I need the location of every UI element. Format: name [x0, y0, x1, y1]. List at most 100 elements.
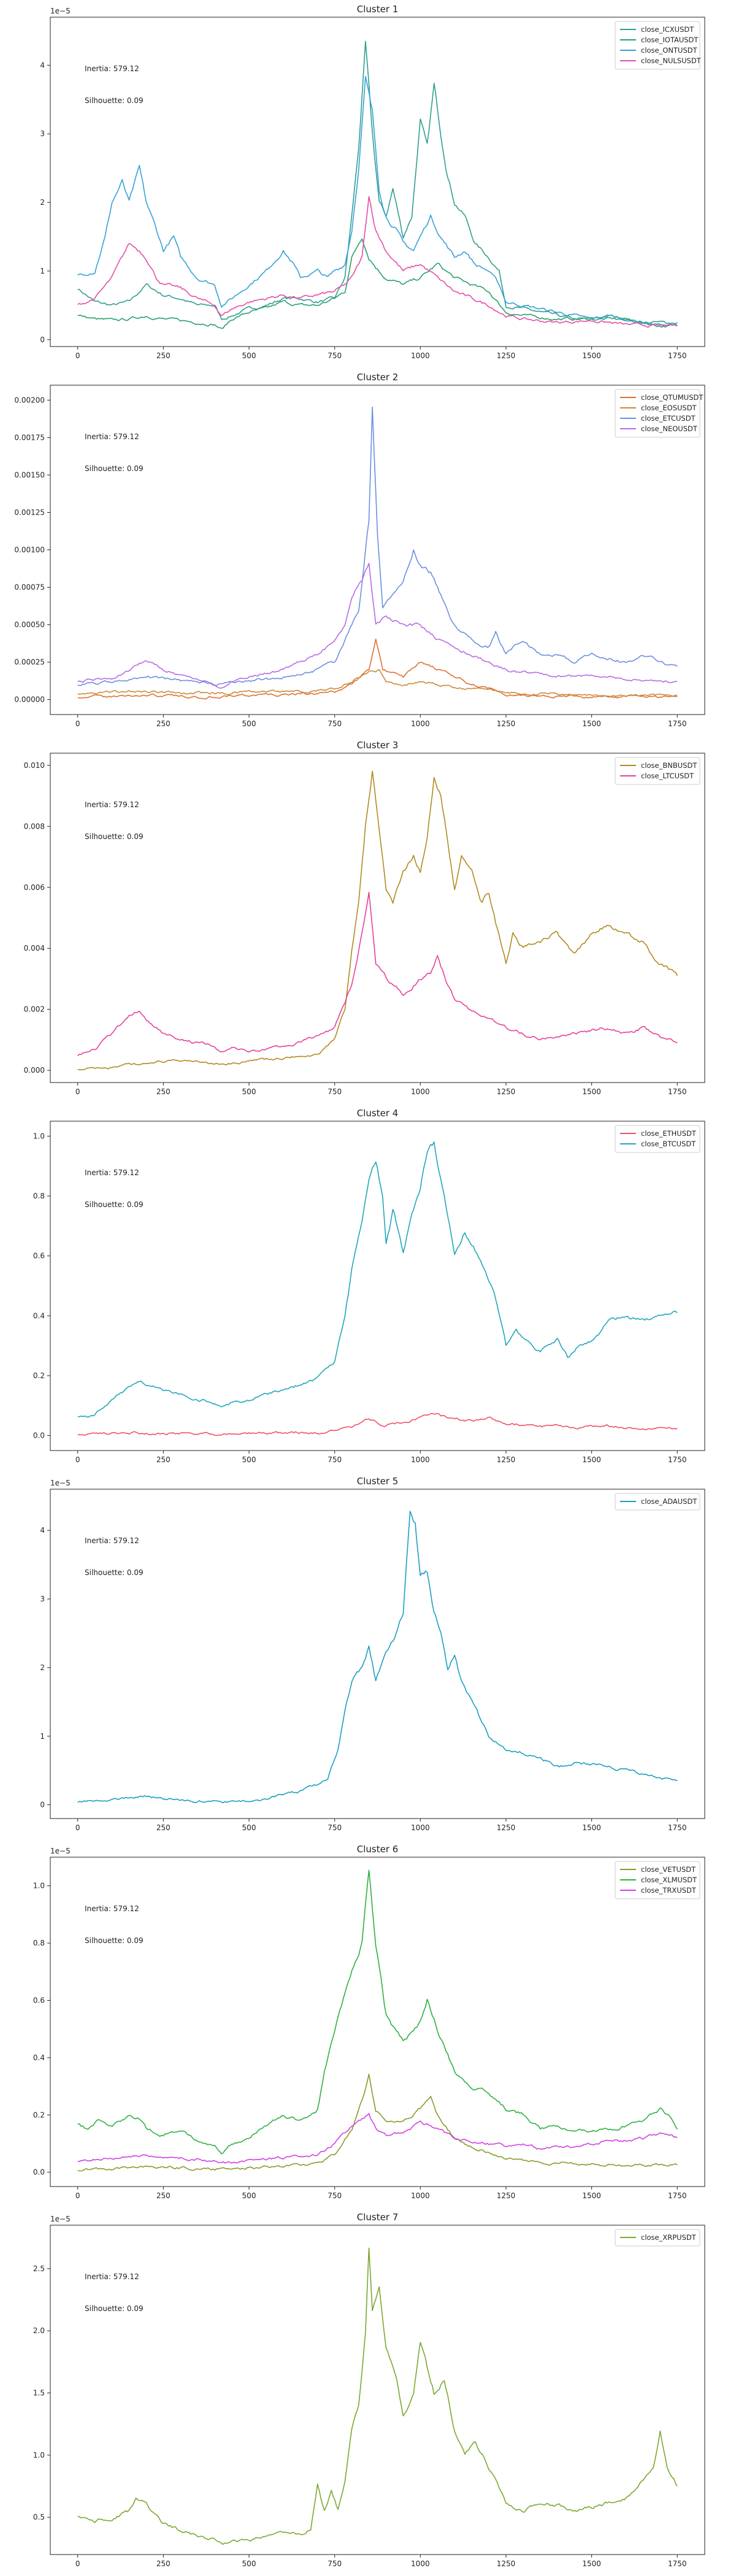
y-tick-label: 0.4 — [33, 1311, 45, 1320]
y-tick-label: 0 — [40, 1801, 45, 1809]
silhouette-annotation: Silhouette: 0.09 — [85, 1936, 144, 1945]
legend: close_XRPUSDT — [615, 2229, 700, 2247]
x-tick-label: 750 — [328, 1455, 342, 1464]
legend-label: close_XLMUSDT — [641, 1876, 697, 1884]
silhouette-annotation: Silhouette: 0.09 — [85, 1568, 144, 1577]
y-tick-label: 2.5 — [33, 2264, 45, 2273]
y-tick-label: 0.004 — [24, 944, 45, 953]
plot-frame — [50, 2225, 705, 2555]
x-tick-label: 1750 — [668, 1087, 687, 1096]
plot-frame — [50, 17, 705, 347]
series-line-close_NEOUSDT — [77, 562, 678, 689]
y-tick-label: 4 — [40, 61, 45, 69]
y-scale-label: 1e−5 — [50, 1479, 71, 1487]
y-tick-label: 0.002 — [24, 1005, 45, 1014]
legend: close_ADAUSDT — [615, 1493, 700, 1511]
y-tick-label: 0.2 — [33, 2110, 45, 2119]
legend: close_VETUSDT close_XLMUSDT close_TRXUSDT — [615, 1861, 700, 1899]
x-tick-label: 1000 — [411, 2559, 430, 2568]
x-tick-label: 1750 — [668, 2559, 687, 2568]
legend-label: close_ETCUSDT — [641, 414, 696, 423]
y-tick-label: 0.00025 — [14, 658, 45, 667]
y-tick-label: 3 — [40, 1595, 45, 1603]
legend-label: close_IOTAUSDT — [641, 36, 699, 44]
x-tick-label: 250 — [156, 2559, 171, 2568]
x-tick-label: 1000 — [411, 1087, 430, 1096]
series-group — [77, 406, 678, 700]
y-tick-label: 0.000 — [24, 1066, 45, 1075]
series-line-close_ETCUSDT — [77, 406, 678, 686]
x-tick-label: 750 — [328, 1823, 342, 1832]
silhouette-annotation: Silhouette: 0.09 — [85, 96, 144, 105]
y-tick-label: 0.00100 — [14, 546, 45, 554]
y-scale-label: 1e−5 — [50, 2215, 71, 2223]
series-group — [77, 1869, 678, 2172]
legend-box — [615, 1125, 700, 1153]
x-tick-label: 500 — [242, 2559, 256, 2568]
x-tick-label: 1500 — [582, 2559, 601, 2568]
x-tick-label: 1250 — [497, 2559, 516, 2568]
y-tick-label: 0 — [40, 335, 45, 344]
series-line-close_ADAUSDT — [77, 1511, 678, 1803]
y-tick-label: 2 — [40, 198, 45, 207]
legend-label: close_NEOUSDT — [641, 424, 698, 433]
y-tick-label: 0.8 — [33, 1192, 45, 1200]
silhouette-annotation: Silhouette: 0.09 — [85, 2304, 144, 2313]
series-group — [77, 770, 678, 1070]
legend-label: close_LTCUSDT — [641, 772, 694, 780]
series-line-close_ETHUSDT — [77, 1413, 678, 1436]
y-tick-label: 0.8 — [33, 1939, 45, 1947]
legend-box — [615, 1493, 700, 1511]
y-tick-label: 0.6 — [33, 1252, 45, 1260]
x-tick-label: 500 — [242, 1823, 256, 1832]
chart-title: Cluster 1 — [357, 4, 399, 15]
chart-title: Cluster 4 — [357, 1108, 399, 1119]
y-tick-label: 0.00175 — [14, 433, 45, 442]
legend-label: close_BTCUSDT — [641, 1140, 696, 1148]
legend-label: close_VETUSDT — [641, 1865, 696, 1874]
x-tick-label: 1750 — [668, 351, 687, 360]
x-tick-label: 250 — [156, 2191, 171, 2200]
y-tick-label: 0.00050 — [14, 621, 45, 629]
chart-panel: Cluster 6 1e−5 0.0 0.2 0.4 0.6 0.8 1.0 0 250 500 75… — [33, 1844, 705, 2200]
legend-box — [615, 389, 700, 438]
x-tick-label: 500 — [242, 351, 256, 360]
x-tick-label: 250 — [156, 351, 171, 360]
silhouette-annotation: Silhouette: 0.09 — [85, 1200, 144, 1209]
series-group — [77, 40, 678, 329]
series-line-close_ONTUSDT — [77, 75, 678, 327]
inertia-annotation: Inertia: 579.12 — [85, 1168, 139, 1177]
legend-box — [615, 2229, 700, 2247]
legend-label: close_TRXUSDT — [641, 1886, 697, 1895]
x-tick-label: 250 — [156, 1823, 171, 1832]
chart-panel: Cluster 7 1e−5 0.5 1.0 1.5 2.0 2.5 0 250 500 750 10… — [33, 2212, 705, 2568]
x-tick-label: 750 — [328, 719, 342, 728]
silhouette-annotation: Silhouette: 0.09 — [85, 832, 144, 841]
x-tick-label: 0 — [75, 1823, 80, 1832]
x-tick-label: 1000 — [411, 2191, 430, 2200]
x-tick-label: 0 — [75, 1455, 80, 1464]
plot-frame — [50, 385, 705, 715]
y-tick-label: 2.0 — [33, 2326, 45, 2335]
chart-title: Cluster 3 — [357, 740, 399, 751]
x-tick-label: 1500 — [582, 2191, 601, 2200]
x-tick-label: 1250 — [497, 1823, 516, 1832]
chart-panel: Cluster 4 0.0 0.2 0.4 0.6 0.8 1.0 0 250 500 750 100… — [33, 1108, 705, 1464]
y-tick-label: 1 — [40, 267, 45, 275]
series-line-close_IOTAUSDT — [77, 238, 678, 329]
legend-box — [615, 21, 700, 70]
inertia-annotation: Inertia: 579.12 — [85, 800, 139, 809]
y-tick-label: 3 — [40, 129, 45, 138]
series-line-close_LTCUSDT — [77, 892, 678, 1057]
x-tick-label: 0 — [75, 2559, 80, 2568]
inertia-annotation: Inertia: 579.12 — [85, 1904, 139, 1913]
series-group — [77, 1141, 678, 1436]
x-tick-label: 1250 — [497, 351, 516, 360]
inertia-annotation: Inertia: 579.12 — [85, 432, 139, 441]
legend-label: close_ADAUSDT — [641, 1497, 697, 1506]
legend: close_BNBUSDT close_LTCUSDT — [615, 757, 700, 785]
silhouette-annotation: Silhouette: 0.09 — [85, 464, 144, 473]
chart-title: Cluster 7 — [357, 2212, 399, 2223]
y-tick-label: 1.5 — [33, 2389, 45, 2398]
x-tick-label: 500 — [242, 2191, 256, 2200]
